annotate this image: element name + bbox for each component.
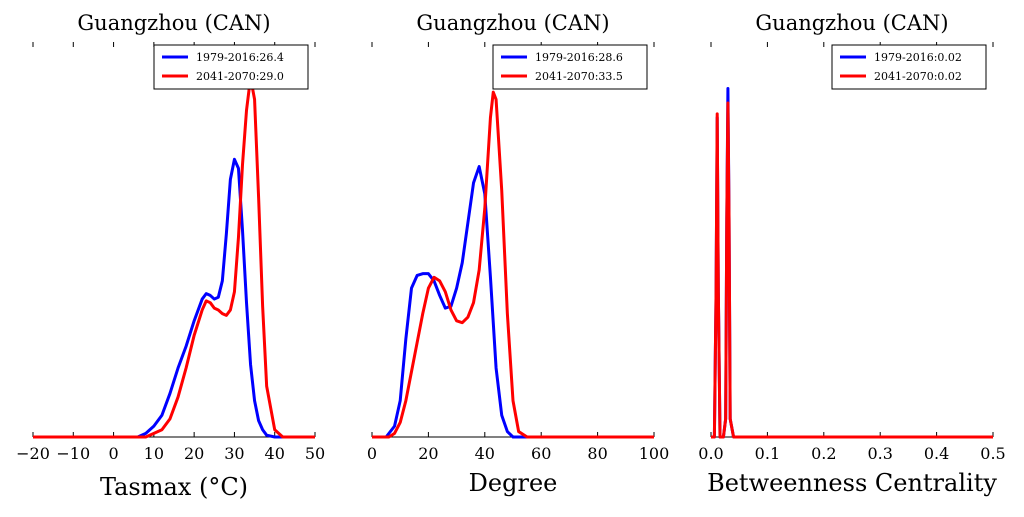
series-line-historical — [711, 87, 993, 439]
density-panel-degree: Guangzhou (CAN) 0 20 40 60 80 100 Degree 1979-20… — [367, 11, 669, 497]
chart-title: Guangzhou (CAN) — [416, 11, 609, 35]
legend-label: 1979-2016:26.4 — [196, 51, 284, 64]
legend-frame — [831, 44, 987, 90]
series-line-historical — [33, 157, 315, 439]
legend-label: 2041-2070:0.02 — [874, 70, 962, 83]
legend: 1979-2016:0.02 2041-2070:0.02 — [831, 44, 987, 90]
legend-label: 2041-2070:29.0 — [196, 70, 284, 83]
legend-label: 2041-2070:33.5 — [535, 70, 623, 83]
x-axis-label: Degree — [469, 469, 558, 497]
density-panel-betweenness: Guangzhou (CAN) 0.0 0.1 0.2 0.3 0.4 0.5 Between… — [698, 11, 1005, 497]
x-tick-label: 0.2 — [811, 444, 836, 463]
x-tick-label: 0.3 — [867, 444, 892, 463]
series-line-future — [33, 76, 315, 439]
x-tick-label: 50 — [305, 444, 325, 463]
density-panel-tasmax: Guangzhou (CAN) −20 −10 0 10 20 30 40 50 Tasmax (… — [16, 11, 325, 501]
x-tick-label: 0 — [108, 444, 118, 463]
x-tick-label: 0.0 — [698, 444, 723, 463]
x-tick-label: −20 — [16, 444, 50, 463]
x-tick-label: 100 — [639, 444, 670, 463]
legend-label: 1979-2016:28.6 — [535, 51, 623, 64]
x-tick-label: 40 — [265, 444, 285, 463]
x-tick-label: 10 — [144, 444, 164, 463]
x-tick-label: 20 — [418, 444, 438, 463]
x-tick-label: 60 — [531, 444, 551, 463]
legend-frame — [492, 44, 648, 90]
x-tick-label: 0.4 — [924, 444, 949, 463]
legend: 1979-2016:26.4 2041-2070:29.0 — [153, 44, 309, 90]
x-tick-label: 30 — [224, 444, 244, 463]
chart-title: Guangzhou (CAN) — [77, 11, 270, 35]
x-tick-label: 0.5 — [980, 444, 1005, 463]
x-axis-label: Betweenness Centrality — [707, 469, 997, 497]
x-tick-label: 40 — [475, 444, 495, 463]
x-axis-label: Tasmax (°C) — [100, 473, 248, 501]
series-line-future — [711, 101, 993, 439]
x-tick-label: 20 — [184, 444, 204, 463]
x-tick-label: −10 — [56, 444, 90, 463]
x-tick-label: 80 — [587, 444, 607, 463]
series-line-future — [372, 90, 654, 439]
x-tick-label: 0 — [367, 444, 377, 463]
legend: 1979-2016:28.6 2041-2070:33.5 — [492, 44, 648, 90]
legend-frame — [153, 44, 309, 90]
chart-title: Guangzhou (CAN) — [755, 11, 948, 35]
x-tick-label: 0.1 — [755, 444, 780, 463]
legend-label: 1979-2016:0.02 — [874, 51, 962, 64]
